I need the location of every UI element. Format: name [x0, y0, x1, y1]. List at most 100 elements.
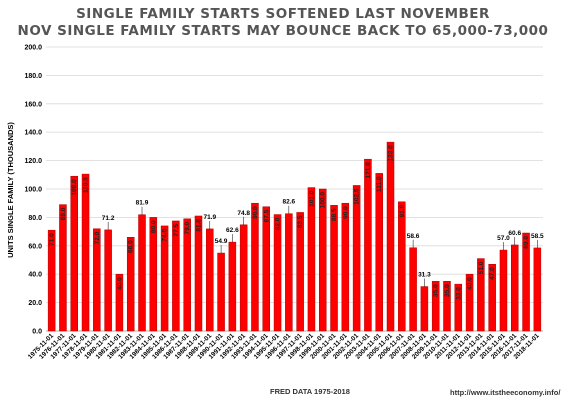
y-tick-label: 180.0	[24, 73, 42, 80]
data-label: 66.0	[128, 240, 135, 253]
bar	[70, 175, 78, 332]
bar	[194, 215, 203, 332]
data-label: 60.6	[508, 230, 521, 237]
data-label: 109.0	[71, 179, 78, 196]
bar	[522, 232, 530, 332]
data-label: 101.0	[308, 190, 315, 207]
y-tick-label: 20.0	[28, 300, 42, 307]
bar	[307, 187, 316, 332]
y-tick-label: 40.0	[28, 272, 42, 279]
bar	[533, 247, 542, 332]
bar	[443, 281, 451, 332]
bar	[172, 220, 180, 332]
data-label: 111.0	[376, 176, 383, 192]
data-label: 71.2	[102, 215, 115, 222]
data-label: 90.0	[342, 206, 349, 219]
bar	[262, 206, 271, 332]
bar	[386, 141, 395, 332]
bar	[341, 202, 350, 332]
data-label: 74.8	[237, 210, 250, 217]
bar	[285, 213, 293, 332]
bar	[239, 224, 248, 332]
data-label: 51.0	[478, 261, 485, 274]
bar	[47, 229, 56, 332]
bar	[375, 173, 383, 332]
y-tick-label: 60.0	[28, 243, 42, 250]
bar	[93, 228, 101, 332]
data-label: 72.0	[94, 231, 101, 244]
data-label: 71.9	[203, 214, 216, 221]
bars	[47, 141, 542, 332]
bar	[296, 212, 304, 332]
bar	[126, 237, 135, 332]
bar	[318, 188, 327, 332]
data-label: 110.5	[83, 177, 90, 193]
bar	[488, 264, 496, 332]
bar	[160, 225, 169, 332]
data-label: 74.0	[162, 229, 169, 242]
data-label: 35.0	[444, 284, 451, 297]
bar	[149, 217, 158, 332]
data-label: 83.5	[297, 215, 304, 228]
data-label: 90.0	[252, 206, 259, 219]
bar	[477, 258, 485, 332]
data-label: 89.0	[60, 207, 67, 220]
bar	[217, 252, 225, 332]
data-label: 54.9	[215, 238, 228, 245]
data-label: 47.0	[489, 267, 496, 280]
data-label: 62.6	[226, 227, 239, 234]
y-tick-label: 140.0	[24, 130, 42, 137]
bar	[59, 204, 67, 332]
y-axis-label: UNITS SINGLE FAMILY (THOUSANDS)	[6, 122, 15, 258]
data-label: 40.0	[116, 277, 123, 290]
y-tick-label: 120.0	[24, 158, 42, 165]
y-tick-label: 0.0	[32, 329, 42, 336]
bar	[409, 247, 417, 332]
bar	[499, 249, 508, 332]
data-label: 33.0	[455, 287, 462, 300]
data-label: 69.0	[523, 236, 530, 249]
bar	[104, 229, 112, 332]
bar	[183, 218, 191, 332]
bar	[431, 281, 440, 332]
y-tick-label: 80.0	[28, 215, 42, 222]
x-axis-ticks: 1975-11-011976-11-011977-11-011978-11-01…	[27, 332, 541, 360]
bar	[454, 283, 463, 332]
bar	[273, 214, 282, 332]
bar	[352, 185, 361, 332]
data-label: 81.9	[136, 200, 149, 207]
bar	[420, 286, 429, 332]
bar	[251, 202, 259, 332]
data-label: 35.0	[433, 284, 440, 297]
chart-title: SINGLE FAMILY STARTS SOFTENED LAST NOVEM…	[76, 6, 490, 22]
data-label: 58.6	[407, 233, 420, 240]
data-label: 31.3	[418, 272, 431, 279]
bar	[228, 241, 237, 332]
data-label: 82.6	[283, 199, 296, 206]
bar	[115, 273, 124, 332]
data-label: 57.0	[497, 235, 510, 242]
data-label: 88.5	[331, 208, 338, 221]
y-tick-label: 200.0	[24, 45, 42, 52]
url-note: http://www.itstheeconomy.info/	[450, 388, 561, 397]
data-labels: 71.0 89.0 109.0 110.5 72.0 71.2 40.0 66.0 81.9 80…	[49, 145, 544, 300]
bar	[465, 273, 474, 332]
bar	[138, 214, 146, 332]
data-label: 102.5	[354, 188, 361, 205]
data-label: 82.0	[275, 217, 282, 230]
bar	[364, 158, 372, 332]
bar	[511, 244, 519, 332]
y-tick-label: 100.0	[24, 187, 42, 194]
data-label: 87.5	[263, 209, 270, 222]
chart-subtitle: NOV SINGLE FAMILY STARTS MAY BOUNCE BACK…	[17, 23, 549, 39]
y-axis-ticks: 0.0 20.0 40.0 60.0 80.0 100.0 120.0 140.0 160.0 1…	[24, 45, 42, 336]
data-label: 91.0	[399, 204, 406, 217]
data-label: 121.0	[365, 162, 372, 179]
data-label: 79.0	[184, 221, 191, 234]
data-label: 40.0	[467, 277, 474, 290]
data-label: 100.0	[320, 192, 327, 209]
data-label: 77.5	[173, 224, 180, 237]
data-label: 80.0	[150, 220, 157, 233]
